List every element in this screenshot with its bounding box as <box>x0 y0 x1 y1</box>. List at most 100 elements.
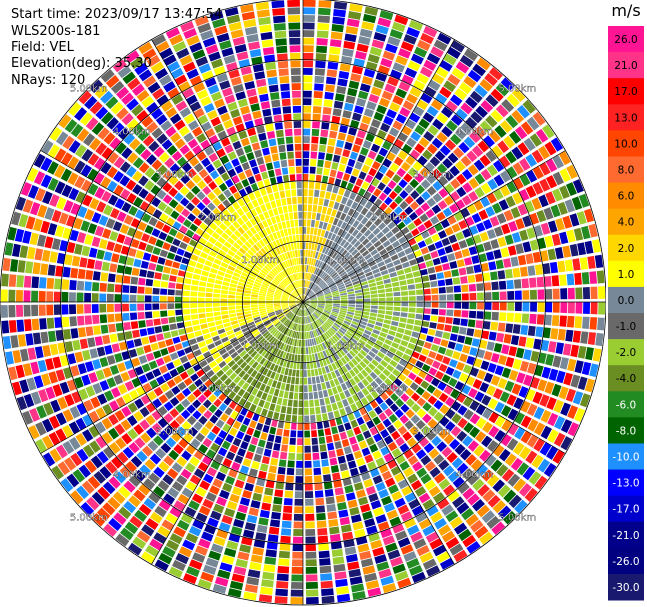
range-gate <box>325 295 333 299</box>
range-gate <box>190 373 199 382</box>
range-gate <box>325 306 332 310</box>
range-gate <box>459 448 472 461</box>
range-gate <box>437 200 448 210</box>
range-gate <box>316 268 322 276</box>
range-gate <box>328 355 334 364</box>
range-gate <box>359 83 371 93</box>
range-gate <box>266 361 273 369</box>
range-gate <box>388 235 397 244</box>
range-gate <box>346 342 354 350</box>
range-gate <box>223 322 231 328</box>
range-gate <box>316 414 322 422</box>
range-gate <box>388 127 400 138</box>
range-gate <box>377 181 386 191</box>
range-gate <box>108 427 120 440</box>
range-gate <box>66 473 80 488</box>
range-gate <box>308 257 312 265</box>
range-gate <box>137 295 145 302</box>
range-gate <box>137 311 145 320</box>
range-gate <box>422 498 435 510</box>
range-gate <box>336 219 344 228</box>
range-gate <box>443 53 457 66</box>
range-gate <box>152 303 160 310</box>
range-gate <box>381 327 389 334</box>
colorbar-tick-label: -2.0 <box>616 347 637 359</box>
range-gate <box>374 376 383 386</box>
range-gate <box>355 304 363 308</box>
range-gate <box>342 531 354 541</box>
range-gate <box>432 118 444 130</box>
range-gate <box>150 254 159 263</box>
range-gate <box>355 178 364 187</box>
range-gate <box>181 421 192 431</box>
range-gate <box>414 319 422 326</box>
range-gate <box>406 26 421 38</box>
range-gate <box>154 326 163 334</box>
range-gate <box>309 361 314 369</box>
range-gate <box>212 352 221 360</box>
range-gate <box>388 190 398 200</box>
range-gate <box>283 505 293 514</box>
range-gate <box>476 57 491 71</box>
range-gate <box>305 309 309 316</box>
range-gate <box>529 277 537 288</box>
range-gate <box>373 507 385 517</box>
range-gate <box>319 444 327 452</box>
range-gate <box>171 559 186 572</box>
range-gate <box>342 275 350 281</box>
range-gate <box>398 48 411 59</box>
range-gate <box>95 407 107 420</box>
range-gate <box>453 522 468 535</box>
colorbar-tick-label: -21.0 <box>612 530 639 542</box>
range-gate <box>152 486 165 498</box>
range-gate <box>390 145 400 155</box>
range-gate <box>304 407 309 415</box>
range-gate <box>114 284 123 293</box>
range-gate <box>420 179 431 190</box>
range-gate <box>172 238 181 247</box>
range-gate <box>460 122 473 135</box>
range-gate <box>289 304 297 308</box>
range-gate <box>314 75 325 84</box>
range-gate <box>359 122 369 132</box>
range-gate <box>414 124 426 136</box>
range-gate <box>314 329 319 337</box>
range-gate <box>258 308 266 312</box>
range-gate <box>303 392 309 400</box>
range-gate <box>378 302 386 306</box>
range-gate <box>362 140 372 150</box>
range-gate <box>393 378 403 387</box>
range-gate <box>465 454 477 466</box>
range-gate <box>317 297 325 300</box>
range-gate <box>292 315 297 322</box>
range-gate <box>91 282 100 292</box>
range-gate <box>530 350 540 363</box>
range-gate <box>307 290 313 297</box>
range-gate <box>466 541 481 554</box>
range-gate <box>409 425 420 436</box>
range-gate <box>261 456 270 465</box>
range-gate <box>255 78 267 88</box>
range-gate <box>360 503 371 513</box>
range-gate <box>308 307 314 313</box>
range-gate <box>10 335 19 349</box>
range-gate <box>500 405 512 417</box>
range-gate <box>448 359 458 368</box>
range-gate <box>345 266 353 273</box>
range-gate <box>354 355 362 363</box>
range-gate <box>55 428 67 442</box>
range-gate <box>130 321 139 330</box>
range-gate <box>165 539 180 552</box>
range-gate <box>258 293 266 297</box>
range-gate <box>282 513 292 521</box>
range-gate <box>138 277 146 286</box>
range-gate <box>452 476 465 489</box>
range-gate <box>328 364 334 372</box>
range-gate <box>133 489 146 502</box>
range-gate <box>250 302 258 305</box>
range-gate <box>278 144 286 153</box>
range-gate <box>397 479 409 490</box>
range-gate <box>38 290 46 302</box>
range-gate <box>431 294 439 301</box>
range-gate <box>404 420 414 430</box>
